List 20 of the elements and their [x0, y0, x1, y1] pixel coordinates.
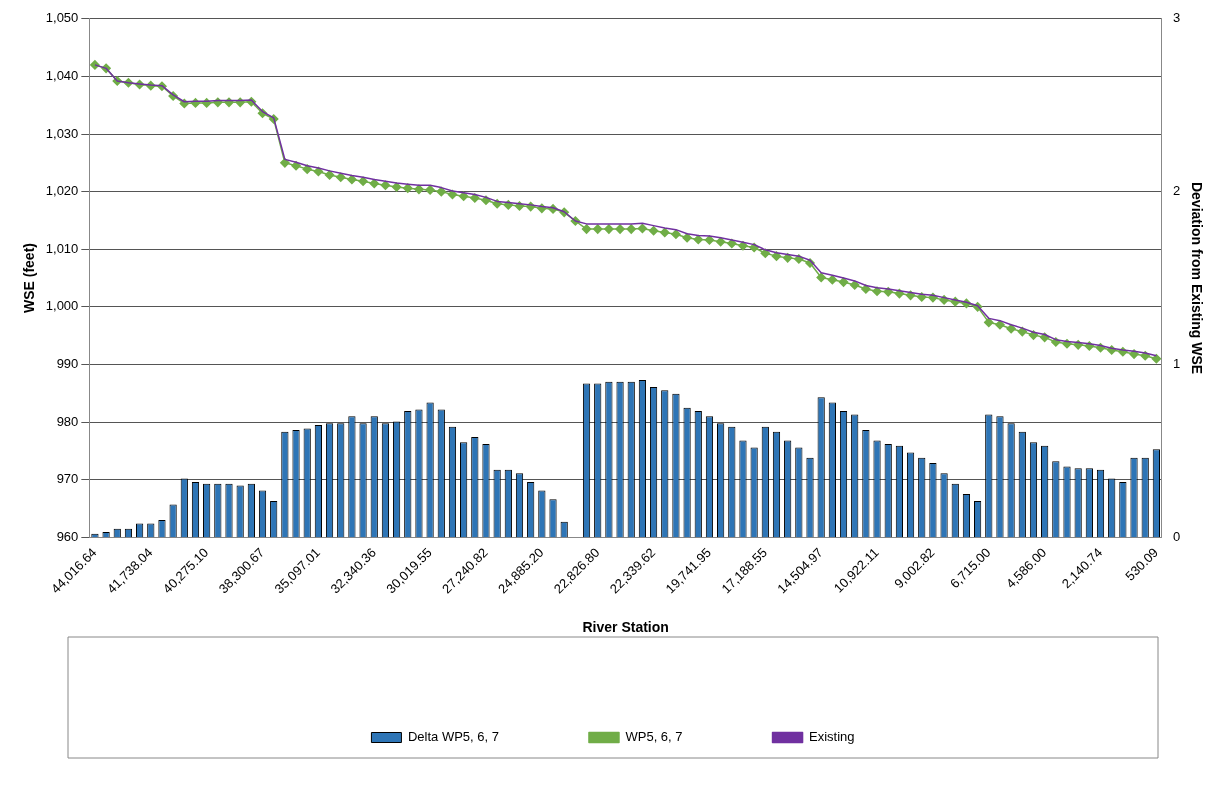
y2-tick-label: 1	[1172, 356, 1181, 372]
y-tick-label: 1,000	[45, 298, 79, 314]
y-tick-label: 1,030	[45, 125, 79, 141]
y-tick-label: 970	[56, 471, 79, 487]
legend-label: WP5, 6, 7	[625, 729, 683, 745]
y-tick-label: 1,050	[45, 10, 79, 26]
x-axis-title: River Station	[582, 619, 669, 636]
y2-tick-label: 3	[1172, 10, 1181, 26]
legend-label: Existing	[809, 729, 855, 745]
y-tick-label: 980	[56, 413, 79, 429]
y-tick-label: 990	[56, 356, 79, 372]
y-tick-label: 1,040	[45, 67, 79, 83]
y-tick-label: 1,010	[45, 240, 79, 256]
legend-label: Delta WP5, 6, 7	[407, 729, 499, 745]
y2-axis-title: Deviation from Existing WSE	[1188, 181, 1205, 375]
y-tick-label: 960	[56, 528, 79, 544]
y2-tick-label: 0	[1172, 528, 1181, 544]
y-tick-label: 1,020	[45, 183, 79, 199]
y2-tick-label: 2	[1172, 183, 1181, 199]
y-axis-title: WSE (feet)	[21, 243, 38, 314]
